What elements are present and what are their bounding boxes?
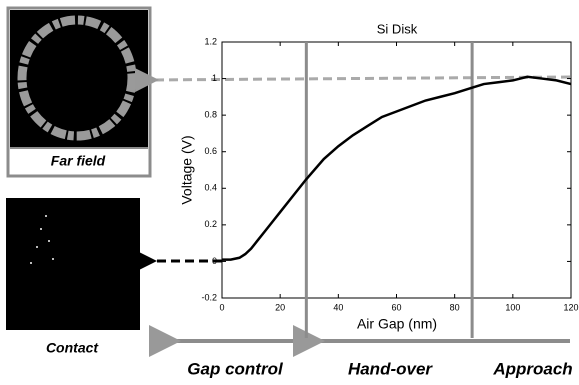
far-field-image (10, 10, 148, 148)
y-tick-label: -0.2 (201, 292, 217, 302)
y-tick-label: 1 (212, 73, 217, 83)
figure: Far field Contact Si Disk Air Gap (nm) V… (0, 0, 579, 385)
contact-image (6, 198, 140, 330)
far-field-arrow (147, 77, 570, 80)
x-tick-label: 120 (563, 302, 578, 312)
data-line (222, 77, 571, 260)
far-field-label: Far field (51, 153, 106, 169)
y-tick-label: 0.6 (204, 146, 217, 156)
region-label: Hand-over (348, 359, 433, 378)
region-label: Gap control (187, 359, 284, 378)
y-tick-label: 0 (212, 256, 217, 266)
x-tick-label: 0 (219, 302, 224, 312)
x-axis-label: Air Gap (nm) (357, 316, 437, 332)
y-axis-label: Voltage (V) (179, 135, 195, 204)
x-tick-label: 80 (450, 302, 460, 312)
y-tick-label: 0.8 (204, 110, 217, 120)
x-tick-label: 20 (275, 302, 285, 312)
x-tick-label: 100 (505, 302, 520, 312)
region-label: Approach (492, 359, 572, 378)
chart-title: Si Disk (377, 21, 418, 36)
contact-label: Contact (46, 340, 99, 356)
x-tick-label: 40 (333, 302, 343, 312)
y-tick-label: 1.2 (204, 36, 217, 46)
y-tick-label: 0.4 (204, 183, 217, 193)
x-tick-label: 60 (391, 302, 401, 312)
y-tick-label: 0.2 (204, 219, 217, 229)
